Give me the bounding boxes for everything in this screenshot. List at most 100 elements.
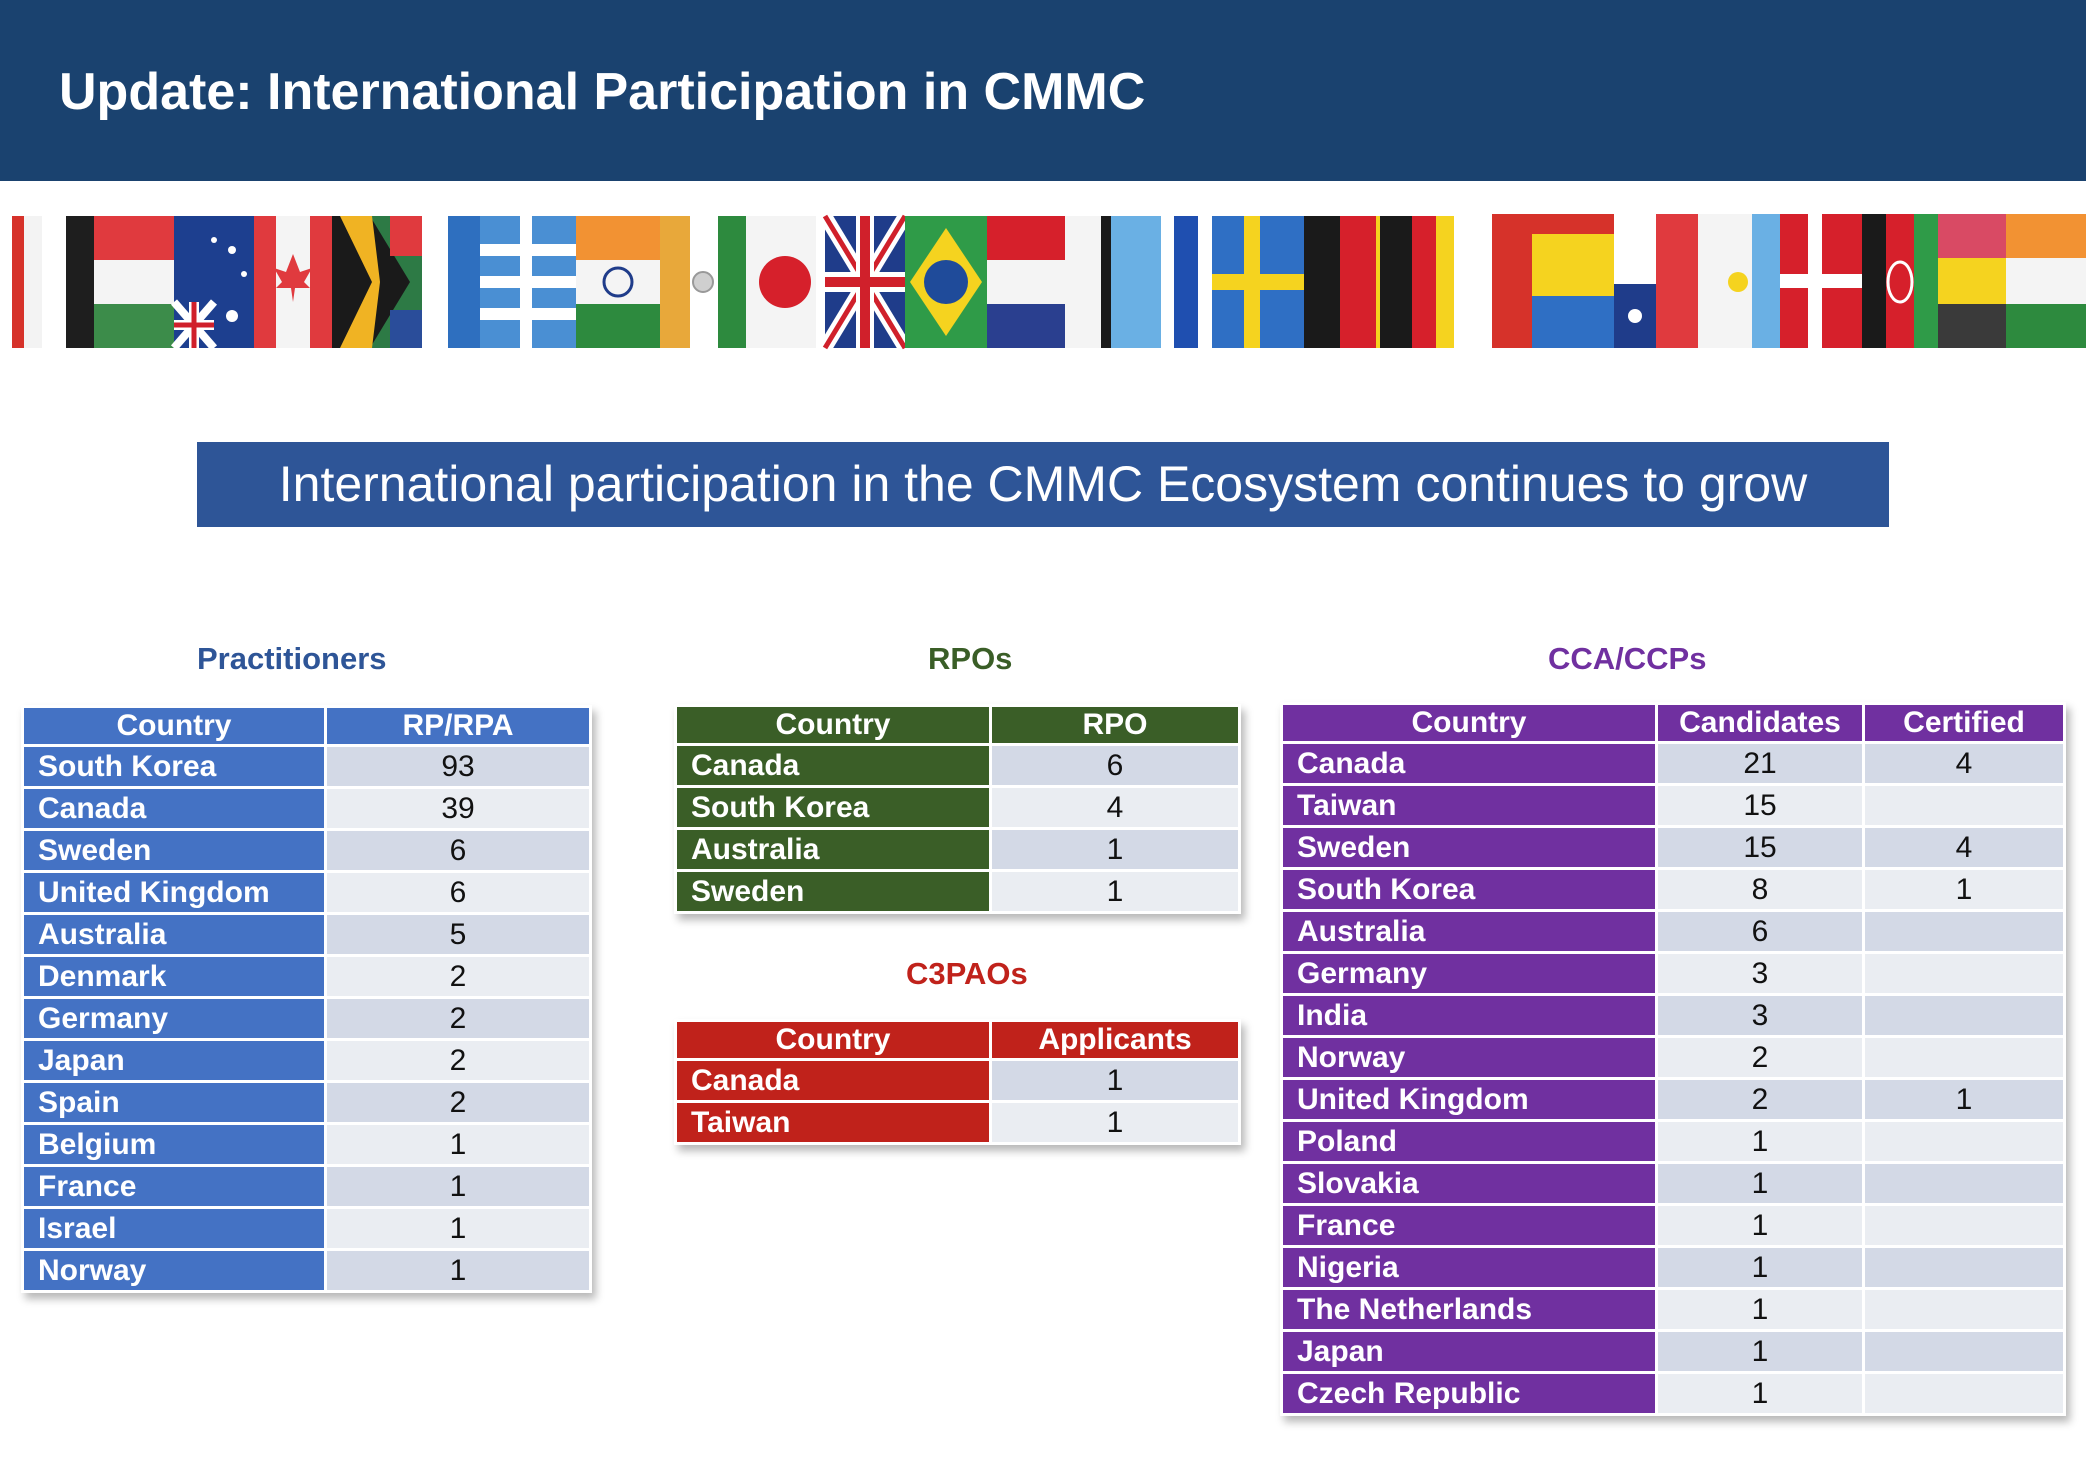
country-cell: Norway xyxy=(1283,1038,1655,1077)
country-cell: Canada xyxy=(677,1061,989,1100)
count-cell: 1 xyxy=(327,1125,589,1164)
country-cell: Sweden xyxy=(24,831,324,870)
table-row: Norway 1 xyxy=(24,1251,589,1290)
country-cell: Sweden xyxy=(677,872,989,911)
country-cell: Canada xyxy=(24,789,324,828)
practitioners-table: Country RP/RPA South Korea 93 Canada 39 Sw… xyxy=(21,705,592,1293)
count-cell: 2 xyxy=(327,999,589,1038)
table-row: Sweden 15 4 xyxy=(1283,828,2063,867)
country-cell: Slovakia xyxy=(1283,1164,1655,1203)
count-cell: 39 xyxy=(327,789,589,828)
column-header: Candidates xyxy=(1658,705,1862,741)
country-cell: Canada xyxy=(677,746,989,785)
table-row: Taiwan 15 xyxy=(1283,786,2063,825)
count-cell: 2 xyxy=(327,957,589,996)
country-cell: France xyxy=(1283,1206,1655,1245)
country-cell: Denmark xyxy=(24,957,324,996)
country-cell: Australia xyxy=(1283,912,1655,951)
rpos-table: Country RPO Canada 6 South Korea 4 Austral… xyxy=(674,704,1241,914)
candidates-cell: 1 xyxy=(1658,1122,1862,1161)
rpos-title: RPOs xyxy=(928,641,1013,676)
count-cell: 1 xyxy=(992,830,1238,869)
cca-ccps-title: CCA/CCPs xyxy=(1548,641,1707,676)
table-row: Belgium 1 xyxy=(24,1125,589,1164)
page-title: Update: International Participation in C… xyxy=(59,63,1146,121)
table-row: South Korea 93 xyxy=(24,747,589,786)
certified-cell xyxy=(1865,1206,2063,1245)
count-cell: 1 xyxy=(992,1103,1238,1142)
flags-strip-image xyxy=(12,214,2086,352)
count-cell: 6 xyxy=(327,873,589,912)
country-cell: Taiwan xyxy=(1283,786,1655,825)
table-row: Spain 2 xyxy=(24,1083,589,1122)
country-cell: France xyxy=(24,1167,324,1206)
certified-cell xyxy=(1865,1164,2063,1203)
table-row: France 1 xyxy=(24,1167,589,1206)
count-cell: 1 xyxy=(327,1167,589,1206)
table-row: Czech Republic 1 xyxy=(1283,1374,2063,1413)
table-row: Norway 2 xyxy=(1283,1038,2063,1077)
country-cell: Australia xyxy=(24,915,324,954)
table-row: Sweden 1 xyxy=(677,872,1238,911)
column-header: Country xyxy=(24,708,324,744)
certified-cell xyxy=(1865,996,2063,1035)
certified-cell xyxy=(1865,1248,2063,1287)
table-row: Australia 5 xyxy=(24,915,589,954)
table-header-row: Country RPO xyxy=(677,707,1238,743)
candidates-cell: 3 xyxy=(1658,954,1862,993)
c3paos-table: Country Applicants Canada 1 Taiwan 1 xyxy=(674,1019,1241,1145)
table-row: France 1 xyxy=(1283,1206,2063,1245)
candidates-cell: 2 xyxy=(1658,1038,1862,1077)
candidates-cell: 21 xyxy=(1658,744,1862,783)
subtitle-banner: International participation in the CMMC … xyxy=(197,442,1889,527)
column-header: Country xyxy=(677,707,989,743)
c3paos-title: C3PAOs xyxy=(906,956,1028,991)
candidates-cell: 1 xyxy=(1658,1248,1862,1287)
country-cell: Spain xyxy=(24,1083,324,1122)
table-row: India 3 xyxy=(1283,996,2063,1035)
country-cell: Germany xyxy=(1283,954,1655,993)
certified-cell xyxy=(1865,1332,2063,1371)
table-row: Japan 2 xyxy=(24,1041,589,1080)
table-row: Canada 6 xyxy=(677,746,1238,785)
candidates-cell: 6 xyxy=(1658,912,1862,951)
table-row: Canada 39 xyxy=(24,789,589,828)
country-cell: South Korea xyxy=(1283,870,1655,909)
table-row: Germany 2 xyxy=(24,999,589,1038)
certified-cell: 1 xyxy=(1865,1080,2063,1119)
table-row: United Kingdom 2 1 xyxy=(1283,1080,2063,1119)
count-cell: 93 xyxy=(327,747,589,786)
table-row: Japan 1 xyxy=(1283,1332,2063,1371)
table-row: Slovakia 1 xyxy=(1283,1164,2063,1203)
column-header: Applicants xyxy=(992,1022,1238,1058)
table-row: Sweden 6 xyxy=(24,831,589,870)
table-row: Taiwan 1 xyxy=(677,1103,1238,1142)
country-cell: Sweden xyxy=(1283,828,1655,867)
country-cell: Belgium xyxy=(24,1125,324,1164)
country-cell: India xyxy=(1283,996,1655,1035)
country-cell: Czech Republic xyxy=(1283,1374,1655,1413)
count-cell: 1 xyxy=(992,872,1238,911)
country-cell: Nigeria xyxy=(1283,1248,1655,1287)
candidates-cell: 15 xyxy=(1658,828,1862,867)
count-cell: 6 xyxy=(992,746,1238,785)
country-cell: The Netherlands xyxy=(1283,1290,1655,1329)
candidates-cell: 1 xyxy=(1658,1332,1862,1371)
count-cell: 1 xyxy=(327,1251,589,1290)
country-cell: United Kingdom xyxy=(1283,1080,1655,1119)
column-header: RPO xyxy=(992,707,1238,743)
certified-cell: 4 xyxy=(1865,828,2063,867)
table-row: United Kingdom 6 xyxy=(24,873,589,912)
candidates-cell: 15 xyxy=(1658,786,1862,825)
table-row: Nigeria 1 xyxy=(1283,1248,2063,1287)
count-cell: 2 xyxy=(327,1083,589,1122)
count-cell: 1 xyxy=(327,1209,589,1248)
certified-cell xyxy=(1865,786,2063,825)
candidates-cell: 3 xyxy=(1658,996,1862,1035)
table-row: Canada 21 4 xyxy=(1283,744,2063,783)
column-header: RP/RPA xyxy=(327,708,589,744)
candidates-cell: 1 xyxy=(1658,1164,1862,1203)
country-cell: South Korea xyxy=(24,747,324,786)
country-cell: Germany xyxy=(24,999,324,1038)
candidates-cell: 1 xyxy=(1658,1374,1862,1413)
